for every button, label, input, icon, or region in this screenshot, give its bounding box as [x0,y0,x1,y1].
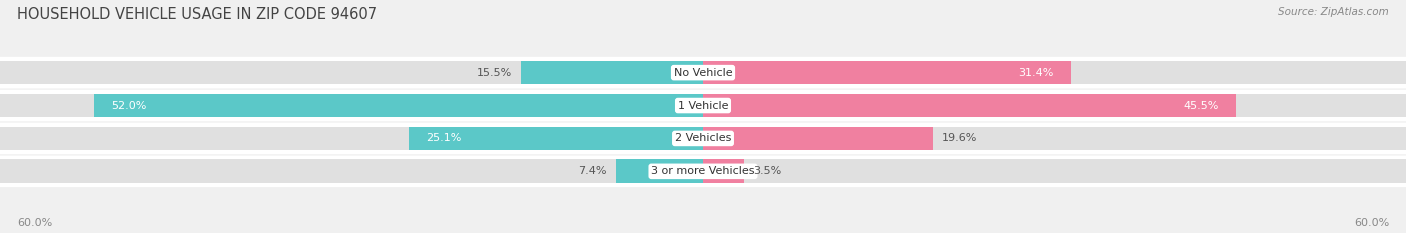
Text: 3.5%: 3.5% [754,166,782,176]
Bar [0,159,703,183]
Bar [703,61,1071,85]
Bar [703,94,1406,117]
Text: 1 Vehicle: 1 Vehicle [678,100,728,110]
Text: 3 or more Vehicles: 3 or more Vehicles [651,166,755,176]
Bar [409,127,703,150]
Text: 2 Vehicles: 2 Vehicles [675,134,731,144]
Text: 19.6%: 19.6% [942,134,977,144]
Text: 52.0%: 52.0% [111,100,146,110]
Bar [522,61,703,85]
Bar [703,94,1236,117]
Bar [0,61,703,85]
FancyBboxPatch shape [0,123,1406,154]
Text: 31.4%: 31.4% [1018,68,1053,78]
Bar [703,127,932,150]
Text: HOUSEHOLD VEHICLE USAGE IN ZIP CODE 94607: HOUSEHOLD VEHICLE USAGE IN ZIP CODE 9460… [17,7,377,22]
Text: 60.0%: 60.0% [17,218,52,228]
Text: 60.0%: 60.0% [1354,218,1389,228]
Bar [0,127,703,150]
Bar [703,159,1406,183]
Bar [703,159,744,183]
Bar [94,94,703,117]
Text: 7.4%: 7.4% [578,166,607,176]
Text: 15.5%: 15.5% [477,68,512,78]
Bar [0,94,703,117]
FancyBboxPatch shape [0,156,1406,187]
Text: No Vehicle: No Vehicle [673,68,733,78]
FancyBboxPatch shape [0,57,1406,89]
Bar [703,127,1406,150]
Text: 45.5%: 45.5% [1184,100,1219,110]
FancyBboxPatch shape [0,90,1406,121]
Text: Source: ZipAtlas.com: Source: ZipAtlas.com [1278,7,1389,17]
Bar [616,159,703,183]
Text: 25.1%: 25.1% [426,134,461,144]
Bar [703,61,1406,85]
